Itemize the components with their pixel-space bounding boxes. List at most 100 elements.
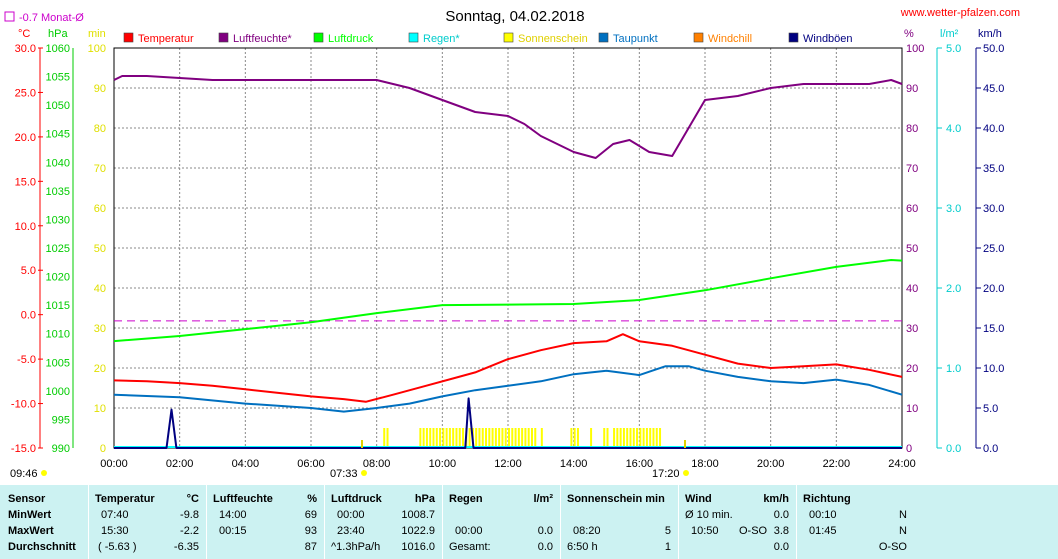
unit-rain: l/m² [940,28,959,40]
humidity-tick-label: 100 [906,43,924,55]
legend-swatch [503,32,514,43]
sunshine-bar [429,428,432,448]
series-temperatur [113,333,903,403]
temp-tick-label: 30.0 [15,43,36,55]
pressure-tick-label: 1055 [46,72,70,84]
sunshine-bar [511,428,514,448]
pressure-tick-label: 1005 [46,357,70,369]
stats-col-sensor: Sensor MinWert MaxWert Durchschnitt [0,485,88,559]
legend-swatch [693,32,704,43]
hdr-dir: Richtung [803,493,851,505]
stats-col-temp: Temperatur °C 07:40 -9.8 15:30 -2.2 ( -5… [88,485,207,559]
hum-min-time: 14:00 [219,509,247,521]
legend-swatch [408,32,419,43]
stats-table: Sensor MinWert MaxWert Durchschnitt Temp… [0,485,1058,559]
hdr-temp-unit: °C [186,493,199,505]
sunshine-bar [504,428,507,448]
pressure-tick-label: 990 [52,443,70,455]
legend-label: Temperatur [138,33,194,45]
temp-tick-label: 20.0 [15,132,36,144]
x-tick-label: 14:00 [560,458,588,470]
unit-press: hPa [48,28,68,40]
sunshine-bar [478,428,481,448]
press-avg-value: 1016.0 [401,541,435,553]
sunshine-bar [442,428,445,448]
sunshine-bar [659,428,662,448]
sunshine-bar [475,428,478,448]
rain-tick-label: 2.0 [946,283,961,295]
stats-col-dir: Richtung 00:10 N 01:45 N O-SO [796,485,915,559]
hdr-sun: Sonnenschein min [567,493,665,505]
sunshine-bar [432,428,435,448]
pressure-tick-label: 1015 [46,300,70,312]
temp-tick-label: 10.0 [15,221,36,233]
temp-avg-time: ( -5.63 ) [98,541,137,553]
rain-tick-label: 3.0 [946,203,961,215]
pressure-tick-label: 1050 [46,100,70,112]
humidity-tick-label: 40 [906,283,918,295]
rain-tick-label: 5.0 [946,43,961,55]
x-tick-label: 24:00 [888,458,916,470]
hdr-rain-unit: l/m² [533,493,553,505]
sunshine-bar [498,428,501,448]
humidity-tick-label: 20 [906,363,918,375]
row-label-max: MaxWert [8,525,54,537]
rain-max-time: 00:00 [455,525,483,537]
stats-col-hum: Luftfeuchte % 14:00 69 00:15 93 87 [206,485,325,559]
sunrise-dot [361,470,367,476]
wind-tick-label: 45.0 [983,83,1004,95]
month-avg-label: -0.7 Monat-Ø [19,12,84,24]
humidity-tick-label: 10 [906,403,918,415]
chart-title: Sonntag, 04.02.2018 [445,8,584,25]
sunshine-tick-label: 40 [94,283,106,295]
site-url: www.wetter-pfalzen.com [900,7,1020,19]
legend-label: Sonnenschein [518,33,588,45]
unit-wind: km/h [978,28,1002,40]
x-tick-label: 00:00 [100,458,128,470]
stats-col-sun: Sonnenschein min 08:20 5 6:50 h 1 [560,485,679,559]
wind-max-dir: O-SO [739,525,768,537]
x-tick-label: 08:00 [363,458,391,470]
wind-avg-label: Ø 10 min. [685,509,733,521]
pressure-tick-label: 1010 [46,329,70,341]
sunshine-bar [527,428,530,448]
x-tick-label: 06:00 [297,458,325,470]
humidity-tick-label: 80 [906,123,918,135]
sunshine-bar [603,428,606,448]
hdr-temp: Temperatur [95,493,155,505]
pressure-tick-label: 1025 [46,243,70,255]
hdr-hum: Luftfeuchte [213,493,273,505]
temp-tick-label: -5.0 [17,354,36,366]
temp-tick-label: 5.0 [21,265,36,277]
stats-col-wind: Wind km/h Ø 10 min. 0.0 10:50 O-SO 3.8 0… [678,485,797,559]
x-tick-label: 22:00 [823,458,851,470]
humidity-tick-label: 0 [906,443,912,455]
sunshine-tick-label: 80 [94,123,106,135]
sunshine-bar [632,428,635,448]
hdr-press-unit: hPa [414,493,435,505]
sunshine-bar [570,428,573,448]
legend-label: Luftdruck [328,33,374,45]
hum-avg-value: 87 [304,541,317,553]
sunshine-bar [501,428,504,448]
wind-avg-value: 0.0 [773,541,789,553]
sunshine-bar [514,428,517,448]
x-tick-label: 10:00 [429,458,457,470]
rain-total-value: 0.0 [537,541,553,553]
pressure-tick-label: 1035 [46,186,70,198]
pressure-tick-label: 1040 [46,157,70,169]
sun-max-time: 08:20 [573,525,601,537]
sunshine-bars [383,428,662,448]
sunshine-bar [521,428,524,448]
wind-tick-label: 35.0 [983,163,1004,175]
sunshine-bar [386,428,389,448]
legend-label: Taupunkt [613,33,658,45]
humidity-tick-label: 90 [906,83,918,95]
press-max-value: 1022.9 [401,525,435,537]
hdr-wind-unit: km/h [763,493,789,505]
dir-avg-value: O-SO [878,541,907,553]
sunshine-bar [636,428,639,448]
chart-legend: Temperatur Luftfeuchte* Luftdruck Regen* Son… [123,32,853,45]
legend-label: Luftfeuchte* [233,33,292,45]
unit-temp: °C [18,28,30,40]
